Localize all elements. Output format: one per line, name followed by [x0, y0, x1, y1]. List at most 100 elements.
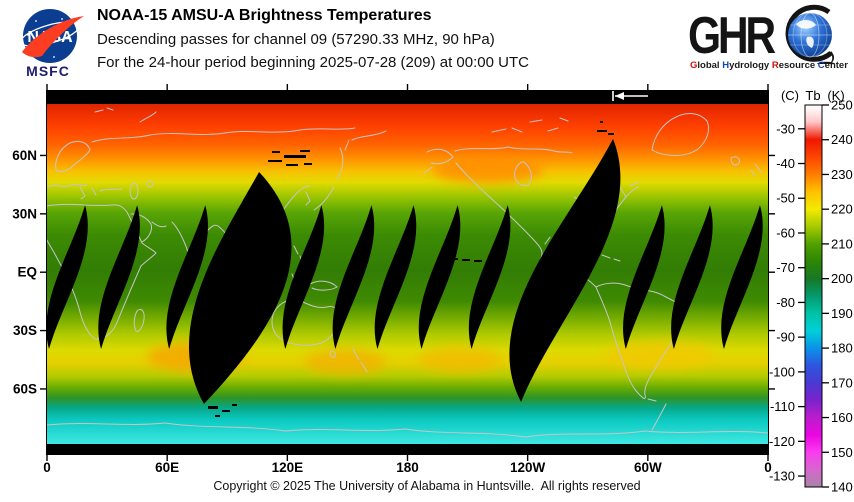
celsius-tick-label: -130 — [769, 469, 795, 484]
x-tick-label: 0 — [764, 460, 772, 475]
y-tick-label: 30N — [12, 206, 37, 221]
orbit-gap-swath — [47, 205, 88, 350]
x-tick-label: 60E — [155, 460, 179, 475]
ghrc-tagline-part: ydrology — [729, 60, 772, 71]
kelvin-tick-label: 210 — [831, 236, 853, 251]
x-tick-label: 120E — [272, 460, 304, 475]
orbit-gap-swath — [468, 205, 511, 350]
colorbar-gradient-bar — [804, 104, 823, 488]
ghrc-acronym-text: GHR — [688, 7, 776, 64]
gap-dash — [208, 406, 218, 409]
y-tick-label: 60N — [12, 148, 37, 163]
kelvin-tick-label: 170 — [831, 375, 853, 390]
nasa-stars — [27, 18, 71, 58]
y-tick-label: 60S — [13, 381, 37, 396]
gap-dash — [600, 121, 603, 123]
gap-dash — [284, 155, 306, 158]
ghrc-globe-icon — [788, 12, 832, 58]
warm-spot — [605, 341, 715, 369]
orbit-gap-swath — [671, 205, 713, 350]
celsius-tick-label: -90 — [776, 330, 795, 345]
brightness-temperature-field — [47, 104, 768, 444]
celsius-tick-label: -110 — [770, 399, 795, 414]
ghrc-tagline-part: lobal — [697, 60, 723, 71]
celsius-tick-label: -50 — [776, 191, 795, 206]
gap-dash — [448, 258, 458, 260]
pass-start-arrow-icon — [612, 91, 648, 101]
kelvin-tick-label: 190 — [831, 306, 853, 321]
y-tick-label: EQ — [17, 265, 37, 280]
ghrc-tagline-part: R — [771, 60, 779, 71]
gap-dash — [268, 160, 282, 162]
copyright-line: Copyright © 2025 The University of Alaba… — [213, 479, 641, 493]
warm-spot — [418, 347, 502, 373]
orbit-gap-swath — [418, 205, 461, 350]
celsius-tick-label: -30 — [776, 121, 795, 136]
kelvin-tick-label: 240 — [831, 132, 853, 147]
map-plot: 0 60E 120E 180 120W 60W 0 60N 30N EQ 30S 60S (C) T… — [12, 84, 853, 495]
colorbar-unit-celsius: (C) — [781, 88, 799, 103]
orbit-gap-swath — [623, 205, 665, 350]
ghrc-logo: GHR — [688, 4, 835, 64]
ghrc-tagline: Global Hydrology Resource Center — [690, 60, 850, 71]
large-orbit-gap — [188, 171, 292, 404]
gap-dash — [304, 163, 312, 165]
gap-dash — [222, 410, 230, 412]
gap-dash — [272, 151, 280, 153]
gap-dash — [215, 415, 220, 417]
x-tick-label: 0 — [43, 460, 51, 475]
coastlines — [47, 107, 768, 438]
gap-dash — [462, 259, 470, 261]
orbit-gap-swath — [98, 205, 140, 350]
page-subtitle-period: For the 24-hour period beginning 2025-07… — [97, 54, 529, 71]
orbit-data-gaps — [47, 138, 763, 404]
x-tick-label: 180 — [396, 460, 419, 475]
colorbar-ticks: 250 240 230 220 210 200 190 180 170 160 150 140 -30 -… — [769, 98, 853, 495]
celsius-tick-label: -120 — [769, 434, 795, 449]
y-axis: 60N 30N EQ 30S 60S — [12, 148, 775, 396]
warm-spot — [433, 157, 543, 183]
gap-dash — [474, 260, 482, 262]
gap-dash — [232, 404, 237, 406]
kelvin-tick-label: 160 — [831, 410, 853, 425]
gap-dash — [300, 150, 310, 152]
warm-spot — [305, 349, 385, 375]
ghrc-tagline-part: esource — [778, 60, 818, 71]
orbit-gap-swath — [332, 205, 375, 350]
kelvin-tick-label: 140 — [831, 480, 853, 495]
ghrc-tagline-part: enter — [824, 60, 848, 71]
kelvin-tick-label: 220 — [831, 202, 853, 217]
colorbar-title: Tb — [805, 88, 820, 103]
orbit-gap-swath — [166, 205, 208, 350]
celsius-tick-label: -80 — [776, 295, 795, 310]
kelvin-tick-label: 180 — [831, 341, 853, 356]
kelvin-tick-label: 250 — [831, 98, 853, 113]
page-title: NOAA-15 AMSU-A Brightness Temperatures — [97, 7, 432, 24]
msfc-label: MSFC — [26, 63, 70, 79]
page-subtitle-channel: Descending passes for channel 09 (57290.… — [97, 31, 495, 48]
artifact-dashes — [208, 121, 614, 417]
celsius-tick-label: -60 — [776, 225, 795, 240]
y-tick-label: 30S — [13, 323, 37, 338]
gap-dash — [608, 133, 614, 135]
orbit-gap-swath — [721, 205, 763, 350]
celsius-tick-label: -100 — [769, 364, 795, 379]
ghrc-tagline-part: H — [722, 60, 730, 71]
ghrc-tagline-part: C — [817, 60, 825, 71]
colorbar-unit-kelvin: (K) — [827, 88, 844, 103]
x-axis: 0 60E 120E 180 120W 60W 0 — [43, 84, 772, 475]
kelvin-tick-label: 230 — [831, 167, 853, 182]
gap-dash — [286, 164, 298, 166]
orbit-gap-swath — [282, 205, 325, 350]
nasa-red-vector — [22, 16, 84, 58]
ghrc-tagline-part: G — [690, 60, 698, 71]
kelvin-tick-label: 150 — [831, 445, 853, 460]
nasa-logo: NASA — [20, 9, 84, 63]
kelvin-tick-label: 200 — [831, 271, 853, 286]
gap-dash — [597, 130, 607, 132]
celsius-tick-label: -40 — [776, 156, 795, 171]
x-tick-label: 60W — [634, 460, 662, 475]
celsius-tick-label: -70 — [776, 260, 795, 275]
large-orbit-gap — [509, 138, 621, 402]
